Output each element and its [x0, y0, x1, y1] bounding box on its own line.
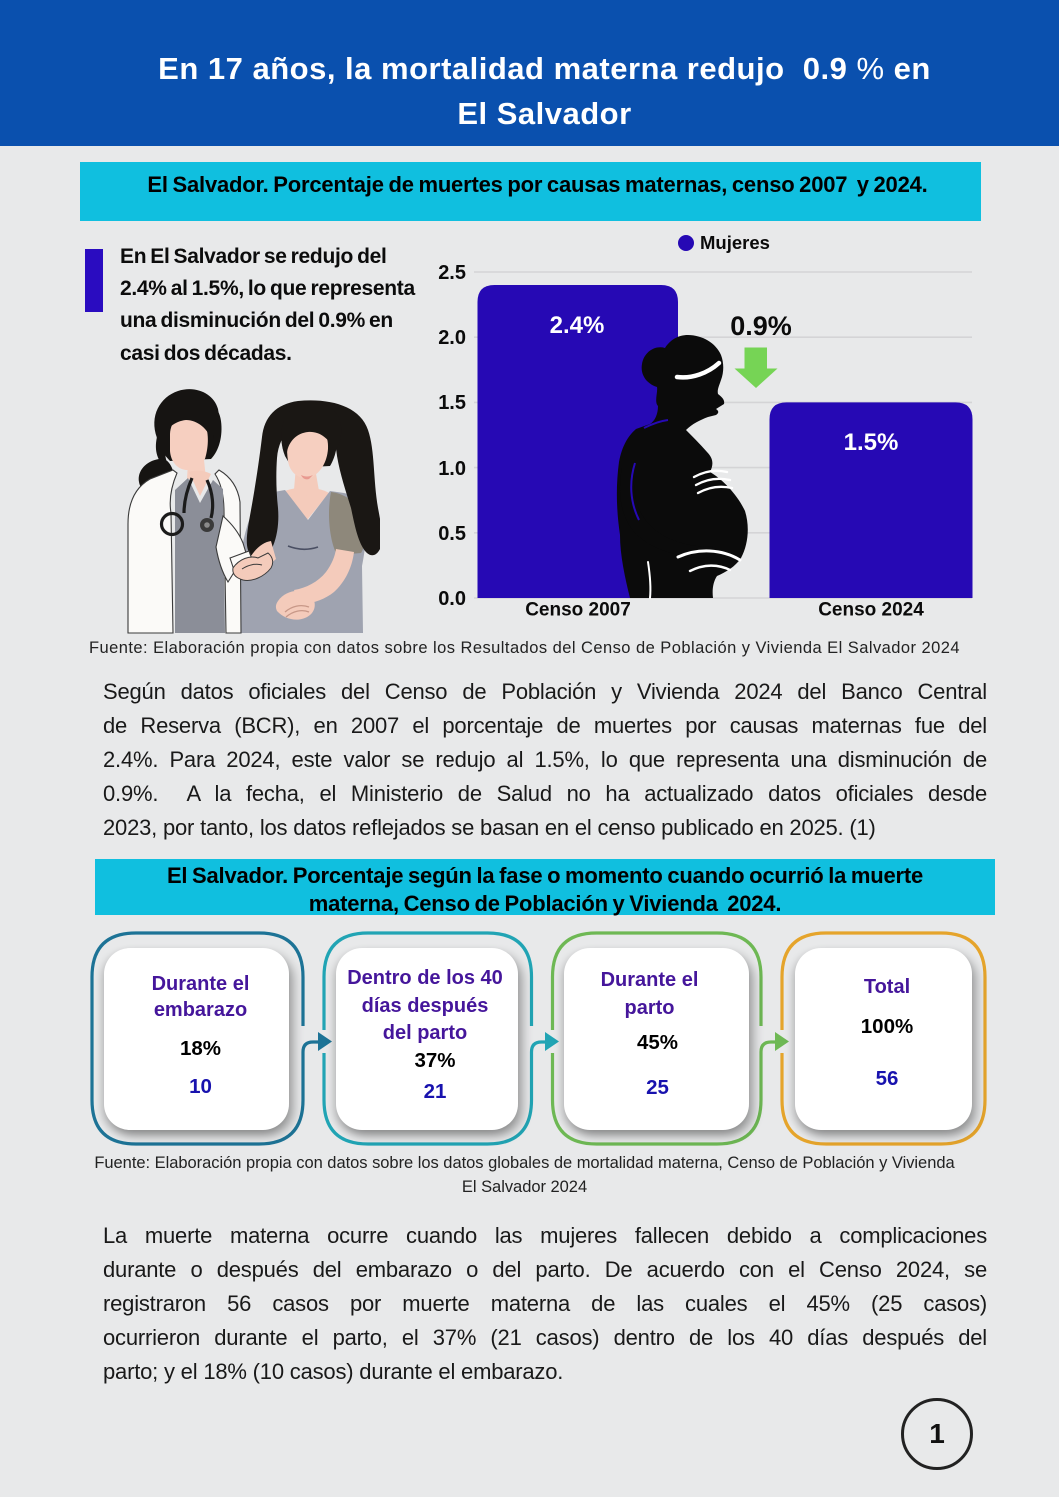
svg-text:2.5: 2.5 [438, 262, 466, 284]
svg-text:0.5: 0.5 [438, 523, 466, 545]
svg-text:2.0: 2.0 [438, 327, 466, 349]
svg-text:Censo 2007: Censo 2007 [525, 600, 631, 621]
svg-text:2.4%: 2.4% [550, 312, 605, 339]
svg-text:Mujeres: Mujeres [700, 232, 770, 253]
svg-text:1.5%: 1.5% [844, 429, 899, 456]
svg-text:Censo 2024: Censo 2024 [818, 600, 924, 621]
svg-text:1.0: 1.0 [438, 458, 466, 480]
svg-text:0.9%: 0.9% [730, 311, 792, 341]
svg-text:0.0: 0.0 [438, 588, 466, 610]
svg-text:1.5: 1.5 [438, 392, 466, 414]
